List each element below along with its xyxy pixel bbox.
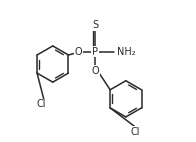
Text: Cl: Cl xyxy=(131,127,140,137)
Text: NH₂: NH₂ xyxy=(117,47,136,57)
Text: O: O xyxy=(91,66,99,76)
Text: Cl: Cl xyxy=(36,99,46,109)
Text: O: O xyxy=(75,47,82,57)
Text: S: S xyxy=(92,20,98,30)
Text: P: P xyxy=(92,47,98,57)
